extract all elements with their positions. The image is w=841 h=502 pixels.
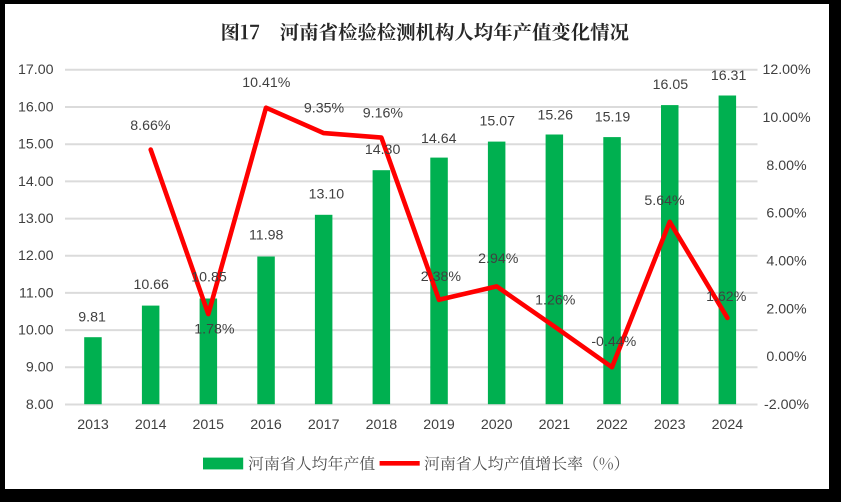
svg-text:2023: 2023	[654, 417, 686, 433]
svg-text:2014: 2014	[135, 417, 167, 433]
svg-text:2018: 2018	[366, 417, 398, 433]
svg-text:11.00: 11.00	[19, 285, 54, 301]
svg-text:2019: 2019	[423, 417, 455, 433]
svg-text:9.81: 9.81	[78, 309, 106, 325]
svg-text:8.66%: 8.66%	[130, 118, 171, 134]
svg-text:16.00: 16.00	[18, 99, 54, 115]
svg-text:13.00: 13.00	[18, 211, 54, 227]
svg-text:2020: 2020	[481, 417, 513, 433]
svg-text:0.00%: 0.00%	[766, 349, 807, 365]
svg-text:2016: 2016	[250, 417, 282, 433]
svg-text:16.05: 16.05	[653, 77, 689, 93]
svg-text:10.00%: 10.00%	[762, 110, 811, 126]
svg-text:-0.44%: -0.44%	[591, 334, 636, 350]
svg-text:9.00: 9.00	[26, 360, 54, 376]
svg-text:5.64%: 5.64%	[644, 193, 685, 209]
svg-text:1.62%: 1.62%	[706, 289, 747, 305]
svg-text:2015: 2015	[193, 417, 225, 433]
svg-text:2.00%: 2.00%	[766, 301, 807, 317]
svg-text:9.16%: 9.16%	[363, 105, 404, 121]
svg-text:1.26%: 1.26%	[535, 292, 576, 308]
svg-text:10.66: 10.66	[133, 277, 169, 293]
svg-text:10.00: 10.00	[18, 323, 54, 339]
svg-text:1.78%: 1.78%	[194, 322, 235, 338]
svg-text:6.00%: 6.00%	[766, 206, 807, 222]
svg-text:9.35%: 9.35%	[304, 101, 345, 117]
svg-text:2021: 2021	[539, 417, 571, 433]
svg-text:14.00: 14.00	[18, 174, 54, 190]
svg-text:15.19: 15.19	[595, 109, 631, 125]
svg-text:14.30: 14.30	[365, 142, 401, 158]
svg-text:2.94%: 2.94%	[478, 251, 519, 267]
svg-text:2.38%: 2.38%	[421, 269, 462, 285]
svg-text:15.07: 15.07	[480, 114, 516, 130]
svg-text:14.64: 14.64	[421, 131, 457, 147]
svg-text:2024: 2024	[712, 417, 744, 433]
svg-text:16.31: 16.31	[711, 68, 747, 84]
svg-text:2022: 2022	[596, 417, 628, 433]
svg-text:13.10: 13.10	[309, 187, 345, 203]
svg-text:10.85: 10.85	[191, 270, 227, 286]
svg-text:15.26: 15.26	[538, 107, 574, 123]
svg-text:4.00%: 4.00%	[766, 254, 807, 270]
svg-text:8.00: 8.00	[26, 397, 54, 413]
svg-text:2013: 2013	[77, 417, 109, 433]
svg-text:2017: 2017	[308, 417, 340, 433]
svg-text:12.00%: 12.00%	[762, 62, 811, 78]
svg-text:12.00: 12.00	[18, 248, 54, 264]
svg-text:11.98: 11.98	[249, 228, 284, 244]
svg-text:10.41%: 10.41%	[242, 75, 291, 91]
svg-text:8.00%: 8.00%	[766, 158, 807, 174]
svg-text:17.00: 17.00	[18, 62, 54, 78]
svg-text:15.00: 15.00	[18, 137, 54, 153]
svg-text:-2.00%: -2.00%	[764, 397, 809, 413]
